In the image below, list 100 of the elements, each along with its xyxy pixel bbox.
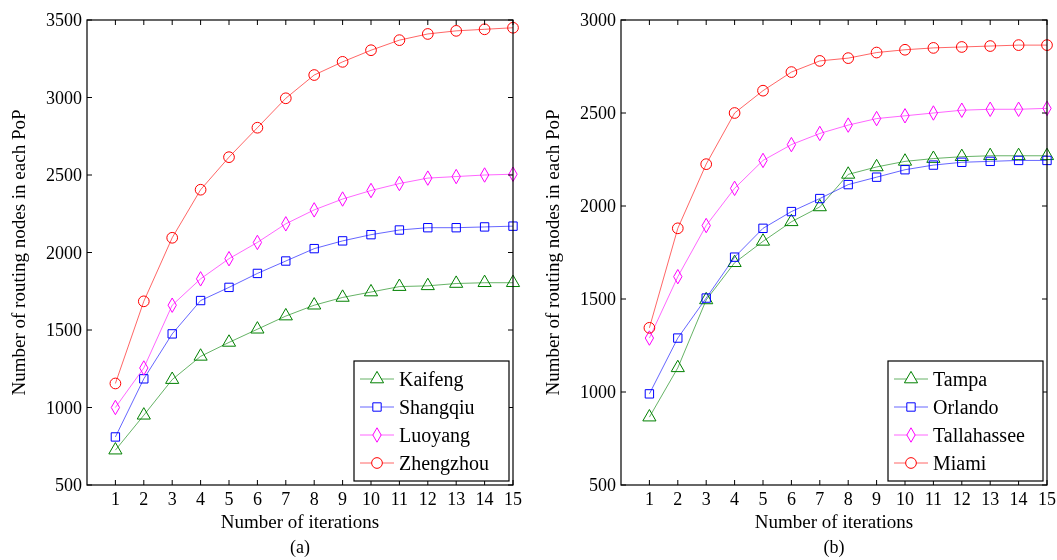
x-tick-label: 9 (338, 489, 348, 509)
x-tick-label: 14 (1009, 489, 1028, 509)
y-tick-label: 2000 (46, 242, 82, 263)
point (507, 21, 519, 34)
x-tick-label: 5 (224, 489, 234, 509)
point (307, 297, 322, 310)
point (728, 107, 741, 119)
point (899, 43, 911, 56)
y-tick-label: 500 (55, 475, 82, 495)
point (309, 243, 319, 254)
point (337, 236, 348, 246)
x-tick-label: 8 (309, 489, 319, 509)
point (1012, 39, 1025, 51)
point (165, 371, 180, 384)
x-tick-label: 11 (924, 489, 943, 509)
point (308, 69, 321, 81)
point (758, 223, 768, 233)
point (392, 278, 407, 291)
text: (a) (290, 537, 310, 558)
point (813, 55, 826, 67)
y-tick-label: 3500 (46, 10, 82, 30)
point (870, 46, 883, 59)
point (166, 231, 179, 244)
y-tick-label: 3000 (580, 10, 616, 30)
text: (b) (823, 537, 845, 558)
y-axis-title: Number of routing nodes in each PoP (542, 109, 563, 396)
point (478, 23, 491, 36)
point (224, 282, 234, 293)
point (927, 42, 940, 54)
point (1041, 39, 1053, 51)
point (194, 183, 207, 196)
point (926, 150, 941, 163)
point (508, 221, 518, 231)
x-tick-label: 2 (139, 489, 149, 509)
y-tick-label: 2000 (580, 196, 616, 216)
x-tick-label: 15 (1038, 489, 1056, 509)
point (366, 229, 376, 240)
point (423, 223, 433, 233)
point (700, 158, 713, 170)
point (449, 275, 464, 288)
x-tick-label: 2 (673, 489, 683, 509)
point (193, 348, 208, 361)
y-axis-title: Number of routing nodes in each PoP (8, 109, 29, 396)
point (644, 389, 655, 399)
point (221, 334, 237, 347)
point (983, 147, 998, 161)
x-tick-label: 1 (110, 489, 120, 509)
legend-label: Miami (933, 452, 987, 474)
point (167, 329, 177, 339)
point (1013, 155, 1024, 166)
x-axis-title: Number of iterations (220, 511, 380, 532)
point (643, 321, 656, 334)
x-tick-label: 10 (362, 489, 380, 509)
x-tick-label: 3 (701, 489, 711, 509)
x-tick-label: 4 (730, 489, 740, 509)
y-tick-label: 500 (589, 475, 616, 495)
point (336, 56, 349, 68)
point (842, 52, 855, 64)
point (928, 160, 939, 170)
point (642, 409, 657, 422)
point (954, 148, 969, 162)
x-tick-label: 14 (475, 489, 494, 509)
point (363, 283, 379, 297)
point (755, 233, 771, 246)
point (729, 252, 740, 262)
point (727, 254, 742, 268)
x-tick-label: 8 (843, 489, 853, 509)
point (137, 295, 150, 308)
y-tick-label: 1000 (580, 382, 616, 402)
point (957, 157, 967, 167)
x-tick-label: 13 (447, 489, 466, 509)
y-tick-label: 1500 (46, 320, 82, 340)
point (984, 40, 997, 52)
point (252, 268, 263, 279)
x-tick-label: 11 (390, 489, 409, 509)
x-tick-label: 9 (872, 489, 882, 509)
x-tick-label: 5 (758, 489, 768, 509)
point (335, 289, 350, 302)
point (784, 213, 799, 227)
point (477, 274, 492, 288)
x-tick-label: 6 (786, 489, 796, 509)
point (421, 28, 434, 40)
point (900, 165, 910, 175)
legend-label: Orlando (933, 396, 999, 418)
point (505, 274, 521, 288)
x-tick-label: 12 (952, 489, 971, 509)
point (195, 295, 206, 306)
point (841, 166, 856, 179)
point (278, 307, 293, 321)
x-tick-label: 15 (504, 489, 522, 509)
point (985, 156, 995, 167)
point (871, 172, 882, 182)
point (1011, 147, 1026, 161)
point (815, 193, 825, 204)
legend-label: Tampa (933, 368, 988, 391)
legend-label: Kaifeng (399, 368, 464, 391)
x-tick-label: 10 (896, 489, 914, 509)
point (450, 25, 463, 37)
point (670, 359, 685, 373)
x-tick-label: 3 (167, 489, 177, 509)
